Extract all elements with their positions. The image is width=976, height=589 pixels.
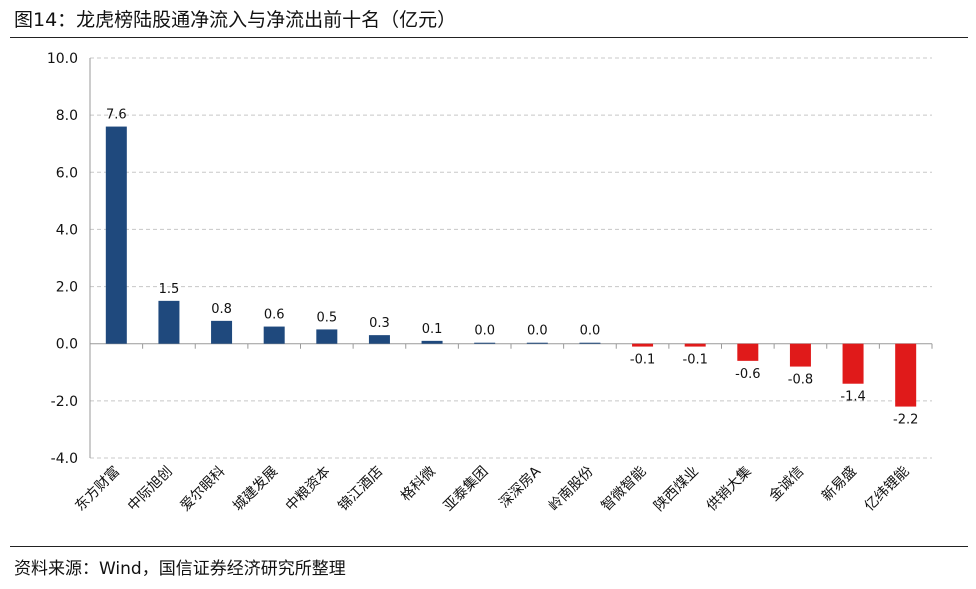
y-tick-label: 4.0 (56, 222, 78, 238)
x-category-label: 东方财富 (72, 463, 124, 515)
axes (89, 58, 933, 458)
bar (105, 126, 127, 344)
bar (737, 343, 759, 361)
data-label: -0.1 (683, 353, 708, 368)
bar (421, 340, 443, 344)
y-tick-labels: 10.0 8.0 6.0 4.0 2.0 0.0 -2.0 -4.0 (47, 51, 78, 467)
data-label: -0.1 (630, 353, 655, 368)
footer-divider (10, 546, 968, 547)
title-divider (10, 37, 968, 38)
data-label: 0.0 (527, 324, 548, 339)
y-tick-label: 2.0 (56, 280, 78, 296)
bar (474, 342, 496, 344)
x-category-label: 新易盛 (819, 464, 860, 505)
bar (316, 329, 338, 344)
x-category-label: 格科微 (398, 464, 439, 505)
bar (211, 320, 233, 344)
bar (895, 343, 917, 407)
bar (632, 343, 654, 347)
bar (579, 342, 601, 344)
data-label: 1.5 (159, 282, 180, 297)
x-category-label: 亿纬锂能 (862, 464, 913, 515)
bar (526, 342, 548, 344)
data-labels: 7.6 1.5 0.8 0.6 0.5 0.3 0.1 0.0 0.0 0.0 -0.1 -0.1 -0… (106, 108, 918, 428)
x-category-label: 陕西煤业 (651, 464, 702, 515)
data-label: -0.8 (788, 373, 813, 388)
x-category-label: 中际旭创 (125, 464, 176, 515)
bar (842, 343, 864, 384)
data-label: 0.8 (211, 302, 232, 317)
bar-chart: 7.6 1.5 0.8 0.6 0.5 0.3 0.1 0.0 0.0 0.0 -0.1 -0.1 -0… (47, 51, 933, 515)
x-category-label: 亚泰集团 (440, 463, 492, 515)
x-category-label: 锦江酒店 (335, 463, 387, 515)
data-label: 7.6 (106, 108, 127, 123)
bars (105, 126, 917, 407)
y-tick-label: 6.0 (56, 165, 78, 181)
data-label: -0.6 (735, 367, 760, 382)
bar (263, 326, 285, 344)
x-category-label: 供销大集 (703, 463, 755, 515)
y-tick-label: 8.0 (56, 108, 78, 124)
y-tick-label: 10.0 (47, 51, 78, 67)
data-label: 0.0 (580, 324, 601, 339)
x-category-label: 金诚信 (766, 464, 807, 505)
x-category-labels: 东方财富 中际旭创 爱尔眼科 城建发展 中粮资本 锦江酒店 格科微 亚泰集团 深深房A 岭南股份智… (72, 463, 913, 515)
x-category-label: 中粮资本 (283, 464, 334, 515)
data-label: 0.3 (369, 316, 390, 331)
data-label: 0.1 (422, 322, 443, 337)
gridlines (90, 57, 932, 459)
source-note: 资料来源：Wind，国信证券经济研究所整理 (14, 559, 346, 579)
y-tick-label: -4.0 (51, 451, 78, 467)
x-category-label: 深深房A (496, 463, 544, 511)
x-category-label: 爱尔眼科 (177, 464, 228, 515)
data-label: 0.5 (316, 310, 337, 325)
bar (789, 343, 811, 367)
y-tick-label: 0.0 (56, 337, 78, 353)
x-category-label: 智微智能 (598, 464, 649, 515)
x-category-label: 岭南股份 (546, 464, 597, 515)
data-label: -1.4 (840, 390, 865, 405)
data-label: -2.2 (893, 413, 918, 428)
bar (368, 335, 390, 344)
x-category-label: 城建发展 (230, 464, 281, 515)
bar (684, 343, 706, 347)
bar (158, 300, 180, 344)
data-label: 0.0 (474, 324, 495, 339)
data-label: 0.6 (264, 308, 285, 323)
chart-title: 图14：龙虎榜陆股通净流入与净流出前十名（亿元） (14, 9, 457, 31)
y-tick-label: -2.0 (51, 394, 78, 410)
